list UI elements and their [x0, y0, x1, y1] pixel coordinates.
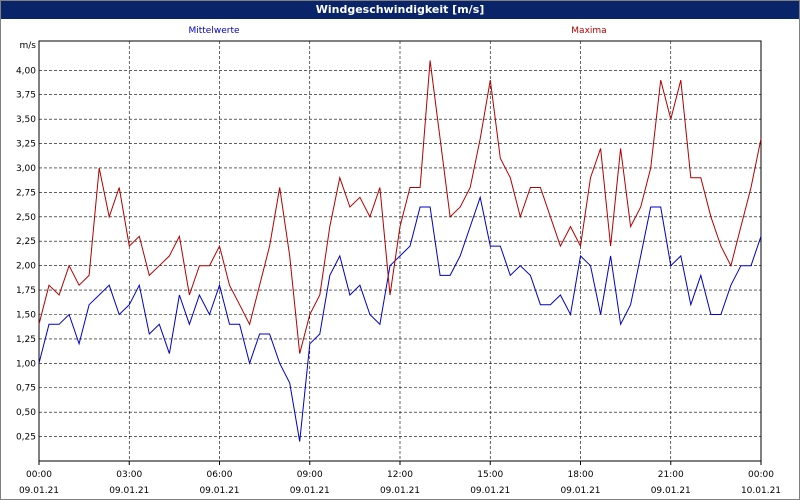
x-tick-label: 06:00 [207, 470, 233, 480]
x-tick-label: 00:00 [26, 470, 52, 480]
y-tick-label: 3,75 [16, 91, 36, 101]
x-tick-label: 00:00 [748, 470, 774, 480]
x-tick-label: 03:00 [116, 470, 142, 480]
chart: m/s 0,25 0,50 0,75 1,00 1,25 1,50 1,75 2,00 2,25 2… [16, 26, 781, 496]
x-tick-date: 09.01.21 [19, 486, 59, 496]
x-tick-date: 09.01.21 [290, 486, 330, 496]
y-tick-label: 3,25 [16, 140, 36, 150]
x-tick-label: 15:00 [477, 470, 503, 480]
y-tick-label: 4,00 [16, 66, 36, 76]
y-tick-label: 3,50 [16, 115, 36, 125]
y-tick-label: 3,00 [16, 164, 36, 174]
y-tick-label: 0,25 [16, 433, 36, 443]
y-tick-label: 2,75 [16, 188, 36, 198]
x-tick-date: 09.01.21 [109, 486, 149, 496]
y-tick-label: 1,25 [16, 335, 36, 345]
y-tick-label: 0,75 [16, 384, 36, 394]
y-tick-label: 2,50 [16, 213, 36, 223]
y-unit: m/s [20, 41, 37, 51]
legend-label: Maxima [571, 26, 606, 36]
x-tick-date: 10.01.21 [741, 486, 781, 496]
y-tick-label: 1,75 [16, 286, 36, 296]
x-tick-date: 09.01.21 [199, 486, 239, 496]
y-tick-label: 2,25 [16, 237, 36, 247]
x-tick-date: 09.01.21 [470, 486, 510, 496]
x-tick-label: 18:00 [568, 470, 594, 480]
series-line [38, 195, 762, 442]
y-tick-label: 1,00 [16, 359, 36, 369]
x-tick-label: 09:00 [297, 470, 323, 480]
legend-label: Mittelwerte [188, 26, 239, 36]
y-tick-label: 0,50 [16, 408, 36, 418]
x-tick-date: 09.01.21 [651, 486, 691, 496]
x-tick-label: 12:00 [387, 470, 413, 480]
y-tick-label: 1,50 [16, 310, 36, 320]
series-line [38, 60, 762, 354]
title-bar: Windgeschwindigkeit [m/s] [1, 1, 799, 19]
x-tick-date: 09.01.21 [380, 486, 420, 496]
y-tick-label: 2,00 [16, 262, 36, 272]
x-tick-label: 21:00 [658, 470, 684, 480]
x-tick-date: 09.01.21 [560, 486, 600, 496]
plot-frame [38, 40, 762, 462]
